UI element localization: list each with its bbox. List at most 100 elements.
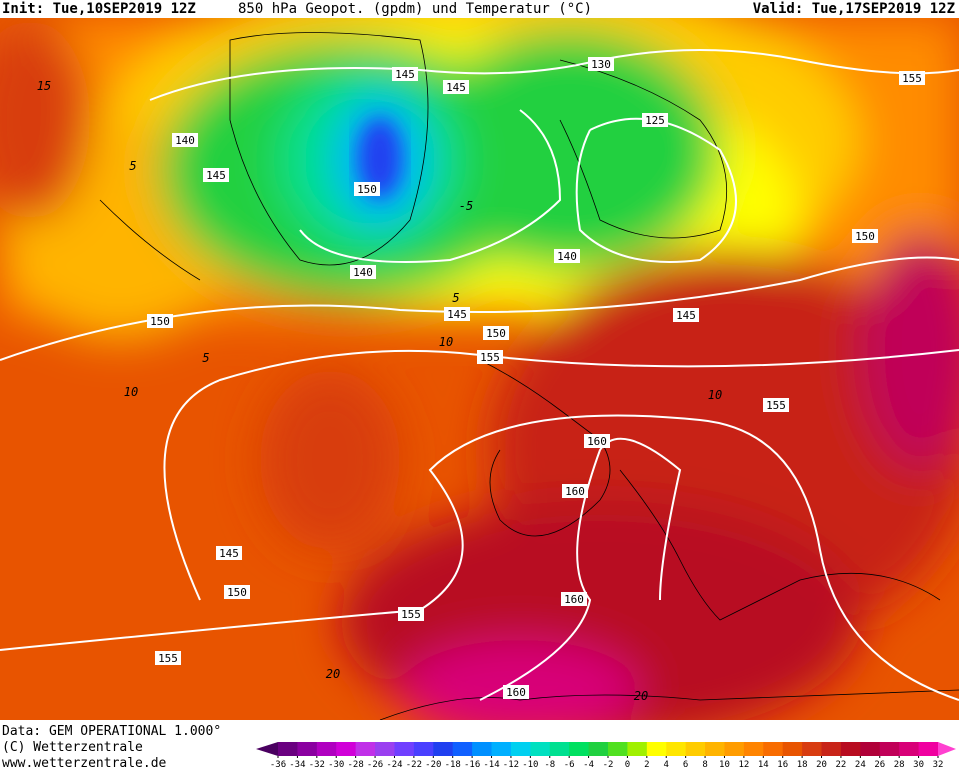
colorbar-label: 26 [874,760,885,770]
footer-url: www.wetterzentrale.de [2,756,167,770]
contour-label-box [483,326,509,340]
contour-label-box [503,685,529,699]
colorbar-cell [316,742,337,756]
colorbar-cell [646,742,667,756]
contour-label-box [673,308,699,322]
temperature-label: 10 [124,385,138,399]
contour-label-box [561,592,587,606]
contour-label: 160 [587,435,607,448]
contour-label: 150 [486,327,506,340]
colorbar-label: -16 [464,760,480,770]
contour-label-box [354,182,380,196]
contour-label: 145 [676,309,696,322]
colorbar-label: 22 [836,760,847,770]
contour-labels: 145 145 130 155 125 140 145 150 150 140 140 145 150 1… [147,57,925,699]
contour-label: 155 [158,652,178,665]
colorbar-cell [627,742,648,756]
contour-label: 150 [227,586,247,599]
colorbar-label: 24 [855,760,866,770]
contour-label-box [588,57,614,71]
colorbar-cell [452,742,473,756]
colorbar-cell [549,742,570,756]
contour-label-box [203,168,229,182]
colorbar-arrow [938,742,956,756]
contour-label: 130 [591,58,611,71]
colorbar-cell [860,742,881,756]
colorbar-cell [472,742,493,756]
colorbar-label: 0 [625,760,630,770]
colorbar-label: -34 [289,760,305,770]
contour-label-box [477,350,503,364]
colorbar-cell [724,742,745,756]
colorbar-cell [763,742,784,756]
contour-label: 155 [480,351,500,364]
temperature-label: -5 [459,199,473,213]
contour-label: 125 [645,114,665,127]
temperature-field [0,18,959,720]
colorbar-label: 32 [933,760,944,770]
colorbar-label: -26 [367,760,383,770]
contour-label-box [899,71,925,85]
colorbar-label: -6 [564,760,575,770]
colorbar-arrow [256,742,278,756]
colorbar-cell [413,742,434,756]
geopotential-contours [0,49,959,701]
colorbar-label: 28 [894,760,905,770]
valid-time: Valid: Tue,17SEP2019 12Z [753,1,955,17]
colorbar-label: -2 [603,760,614,770]
contour-label-box [224,585,250,599]
colorbar-cell [802,742,823,756]
contour-label: 140 [557,250,577,263]
temperature-label: 5 [129,159,136,173]
contour-label: 160 [564,593,584,606]
colorbar-cell [743,742,764,756]
temperature-label: 20 [634,689,648,703]
contour-label: 155 [902,72,922,85]
contour-label-box [216,546,242,560]
colorbar-label: -20 [425,760,441,770]
contour-label-box [155,651,181,665]
contour-label: 160 [506,686,526,699]
colorbar-cell [530,742,551,756]
colorbar-label: 6 [683,760,688,770]
init-time: Init: Tue,10SEP2019 12Z [2,1,196,17]
colorbar-cell [375,742,395,756]
colorbar-cell [569,742,590,756]
footer-data: Data: GEM OPERATIONAL 1.000° [2,724,221,739]
contour-label: 145 [447,308,467,321]
contour-label-box [554,249,580,263]
contour-label: 155 [401,608,421,621]
colorbar-cell [297,742,318,756]
colorbar-label: -8 [544,760,555,770]
colorbar-label: -4 [583,760,594,770]
colorbar-cell [782,742,803,756]
contour-label-box [642,113,668,127]
contour-label-box [443,80,469,94]
contour-label-box [763,398,789,412]
contour-label: 145 [446,81,466,94]
colorbar-label: -10 [522,760,538,770]
colorbar-cell [666,742,687,756]
colorbar-label: 4 [664,760,669,770]
colorbar-cell [491,742,512,756]
contour-label: 160 [565,485,585,498]
colorbar-cell [685,742,706,756]
colorbar-label: 2 [644,760,649,770]
colorbar-cell [355,742,376,756]
colorbar-cell [879,742,900,756]
colorbar-label: 12 [738,760,749,770]
temperature-label: 10 [708,388,722,402]
contour-label-box [172,133,198,147]
colorbar-label: 8 [702,760,707,770]
footer-copyright: (C) Wetterzentrale [2,740,143,755]
header-bar [0,0,959,18]
colorbar-cell [336,742,357,756]
contour-label-box [350,265,376,279]
contour-label: 140 [353,266,373,279]
colorbar: -36 -34 -32 -30 -28 -26 -24 -22 -20 -18 -16 -14 -12-… [256,742,956,770]
colorbar-label: -12 [503,760,519,770]
colorbar-cell [705,742,725,756]
colorbar-label: -18 [445,760,461,770]
